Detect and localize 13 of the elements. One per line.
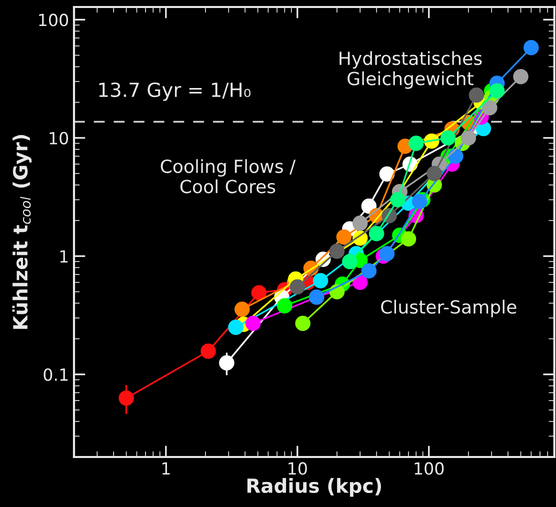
x-tick-label: 1 [162,462,170,475]
x-tick-label: 100 [414,462,444,475]
annotation: Cooling Flows / Cool Cores [160,159,296,194]
x-tick-label: 10 [288,462,307,475]
y-tick-label: 0.1 [44,368,68,381]
y-axis-title: Kühlzeit t$_{cool}$ (Gyr) [12,135,32,329]
x-axis-title: Radius (kpc) [247,478,382,497]
annotation: Hydrostatisches Gleichgewicht [340,51,482,89]
y-tick-label: 1 [60,250,68,262]
annotation: Cluster-Sample [381,300,516,318]
ref-line-label: 13.7 Gyr = 1/H₀ [99,82,251,101]
y-tick-label: 100 [39,14,68,26]
y-tick-label: 10 [50,132,68,144]
